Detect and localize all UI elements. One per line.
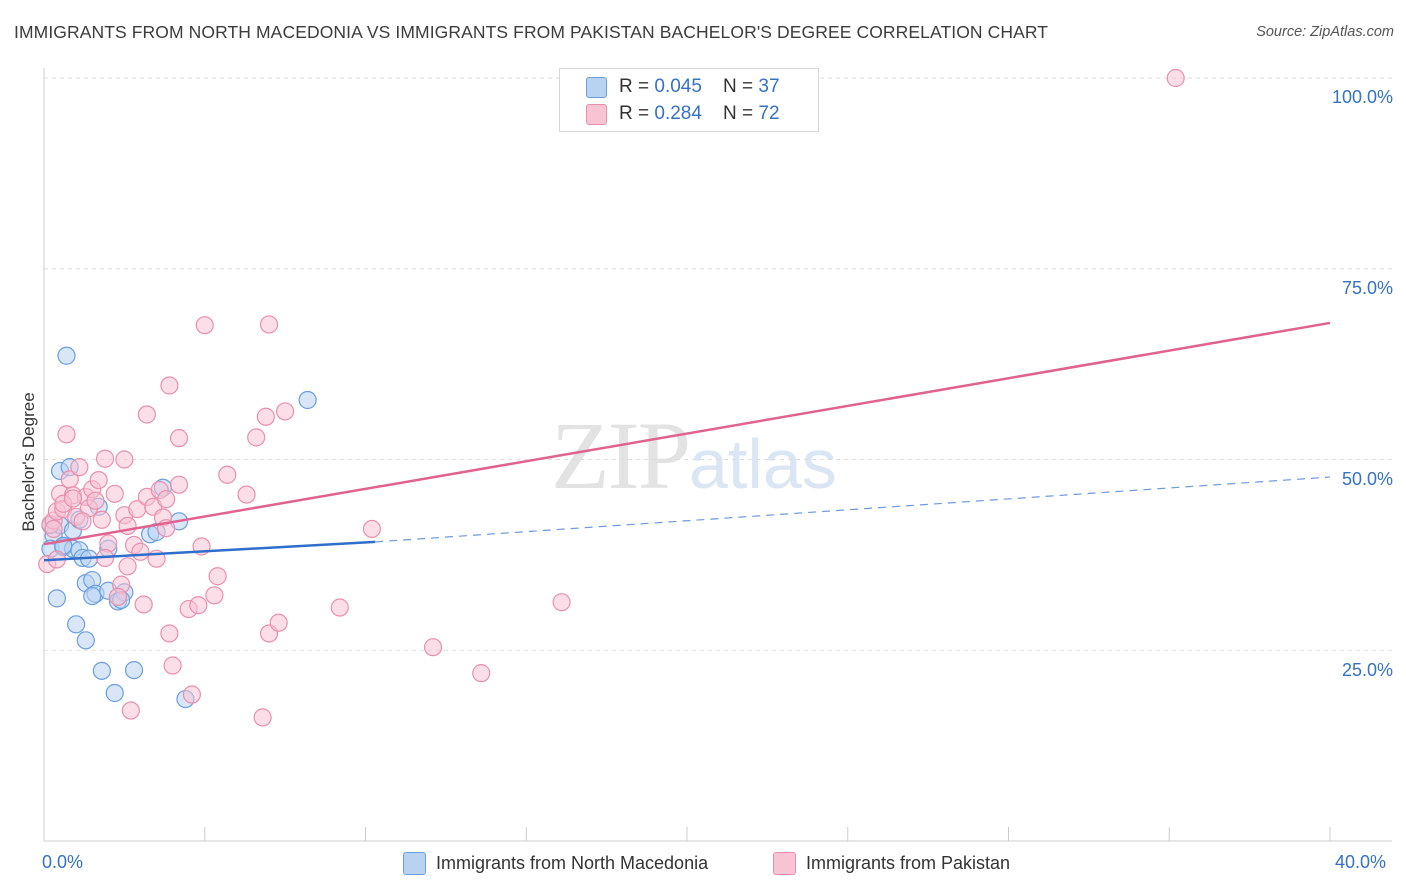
- axes: [43, 68, 1392, 842]
- macedonia-trend-extension: [375, 476, 1331, 543]
- pakistan-point: [276, 402, 295, 421]
- pakistan-point: [182, 685, 201, 704]
- pakistan-point: [157, 490, 176, 509]
- macedonia-point: [105, 683, 124, 703]
- pakistan-point: [131, 542, 150, 561]
- pakistan-point: [552, 593, 571, 612]
- macedonia-point: [47, 589, 66, 608]
- pakistan-point: [134, 595, 153, 614]
- macedonia-point: [57, 346, 76, 365]
- pakistan-point: [160, 376, 179, 395]
- pakistan-trend-line: [43, 321, 1331, 546]
- legend-label: Immigrants from Pakistan: [806, 853, 1011, 873]
- pakistan-point: [1166, 68, 1185, 88]
- r-label: R =: [619, 76, 655, 97]
- r-value: 0.045: [654, 76, 702, 97]
- legend-item-macedonia: Immigrants from North Macedonia: [403, 852, 708, 875]
- x-tick-label-min: 0.0%: [42, 852, 84, 872]
- pakistan-point: [163, 656, 182, 675]
- pakistan-point: [105, 484, 124, 503]
- pakistan-point: [115, 450, 134, 469]
- macedonia-point: [298, 390, 317, 410]
- pakistan-point: [108, 587, 128, 606]
- watermark-atlas: atlas: [689, 425, 837, 503]
- pakistan-point: [256, 407, 275, 426]
- x-tick-label-max: 40.0%: [1335, 852, 1387, 872]
- pakistan-point: [86, 491, 105, 510]
- pakistan-point: [73, 512, 92, 531]
- y-tick-label-25: 25.0%: [1341, 660, 1393, 680]
- pakistan-point: [89, 471, 108, 490]
- legend-label: Immigrants from North Macedonia: [436, 853, 709, 873]
- n-value: 72: [758, 103, 780, 124]
- r-label: R =: [619, 103, 655, 124]
- grid-lines: [44, 77, 1392, 651]
- macedonia-trend-line: [43, 540, 376, 562]
- pakistan-point: [70, 458, 89, 477]
- macedonia-point: [83, 586, 102, 606]
- y-tick-label-100: 100.0%: [1331, 87, 1393, 107]
- blue-swatch: [586, 76, 607, 98]
- pakistan-point: [330, 598, 349, 617]
- pakistan-point: [92, 510, 111, 529]
- pink-swatch: [773, 852, 796, 875]
- macedonia-point: [124, 660, 144, 680]
- stats-legend: R = 0.045 N = 37 R = 0.284 N = 72: [559, 68, 819, 132]
- pakistan-point: [269, 613, 288, 632]
- pink-swatch: [586, 103, 607, 125]
- macedonia-point: [92, 661, 111, 680]
- pakistan-point: [95, 449, 115, 468]
- pakistan-point: [423, 638, 443, 657]
- legend-item-pakistan: Immigrants from Pakistan: [773, 852, 1010, 875]
- pakistan-point: [44, 519, 63, 539]
- series-pakistan: [38, 68, 1185, 727]
- pakistan-point: [472, 664, 491, 683]
- r-value: 0.284: [654, 103, 702, 124]
- chart-title: IMMIGRANTS FROM NORTH MACEDONIA VS IMMIG…: [14, 22, 1049, 42]
- pakistan-point: [57, 425, 76, 444]
- pakistan-point: [218, 465, 237, 484]
- pakistan-point: [247, 428, 266, 447]
- pakistan-point: [259, 315, 279, 334]
- macedonia-point: [76, 631, 95, 650]
- watermark-zip: ZIP: [551, 402, 691, 509]
- pakistan-point: [253, 708, 272, 727]
- pakistan-point: [208, 567, 227, 586]
- pakistan-point: [189, 596, 208, 615]
- trend-lines: [43, 321, 1331, 562]
- source-label: Source: ZipAtlas.com: [1256, 24, 1394, 40]
- n-value: 37: [758, 76, 780, 97]
- pakistan-point: [137, 405, 156, 424]
- pakistan-point: [118, 557, 137, 576]
- y-tick-label-50: 50.0%: [1341, 469, 1393, 489]
- macedonia-point: [67, 615, 86, 634]
- y-tick-label-75: 75.0%: [1341, 278, 1393, 298]
- pakistan-point: [63, 489, 83, 508]
- n-label: N =: [723, 76, 759, 97]
- pakistan-point: [237, 485, 256, 504]
- n-label: N =: [723, 103, 759, 124]
- pakistan-point: [205, 586, 224, 605]
- pakistan-point: [160, 624, 179, 643]
- blue-swatch: [403, 852, 426, 875]
- pakistan-point: [195, 316, 214, 335]
- pakistan-point: [362, 519, 382, 539]
- pakistan-point: [121, 701, 140, 720]
- pakistan-point: [169, 475, 189, 494]
- watermark: ZIPatlas: [551, 400, 837, 511]
- pakistan-point: [169, 429, 189, 448]
